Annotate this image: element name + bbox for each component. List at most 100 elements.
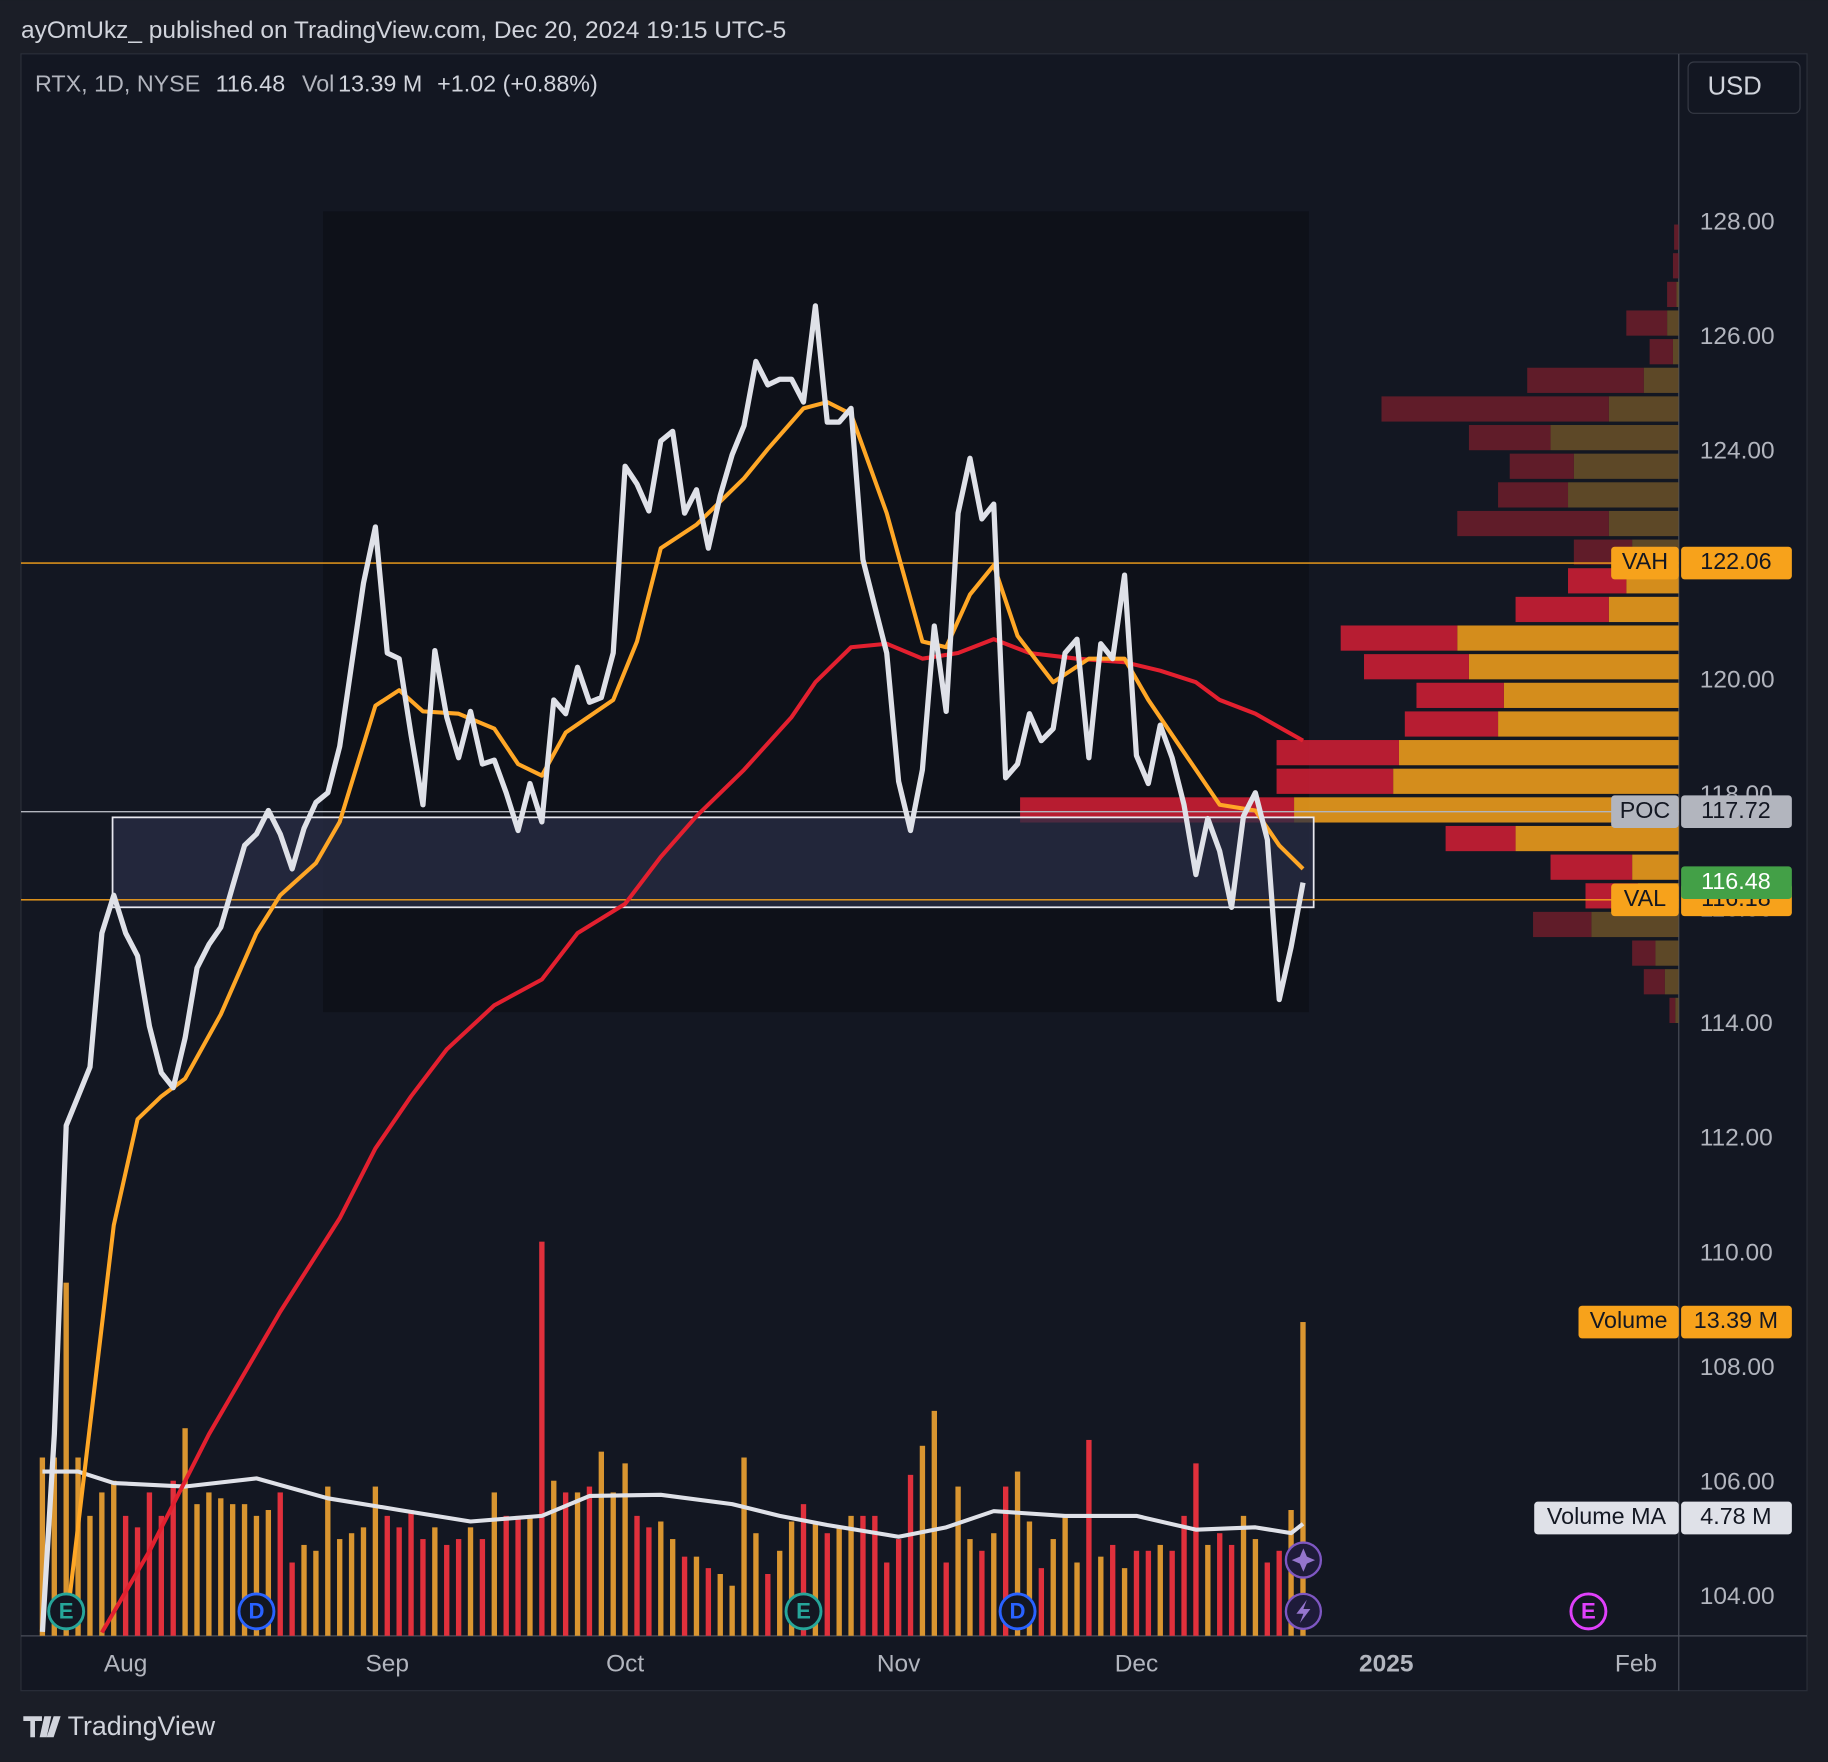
volume-bar	[182, 1428, 188, 1636]
volume-bar	[420, 1539, 426, 1636]
axis-tag-name-bg	[1578, 1305, 1679, 1339]
x-tick-label: Nov	[877, 1650, 921, 1677]
legend-price: 116.48	[216, 70, 286, 96]
event-label: E	[796, 1598, 811, 1623]
volume-bar	[907, 1474, 914, 1636]
volume-bar	[337, 1539, 343, 1636]
volume-bar	[658, 1521, 664, 1636]
x-tick-label: Sep	[365, 1650, 409, 1677]
profile-down	[1276, 768, 1394, 794]
volume-bar	[1169, 1550, 1175, 1636]
currency-button[interactable]	[1687, 61, 1801, 114]
volume-bar	[75, 1457, 81, 1636]
bolt-glyph	[1296, 1599, 1311, 1624]
axis-tag-value-bg	[1681, 1501, 1792, 1535]
event-label: D	[1010, 1598, 1026, 1623]
legend-volume: 13.39 M	[338, 70, 422, 96]
volume-bar	[872, 1515, 878, 1636]
profile-up	[1643, 367, 1679, 393]
axis-tag-name-bg	[1611, 795, 1679, 828]
x-tick-label: Feb	[1615, 1650, 1657, 1677]
volume-bar	[122, 1515, 129, 1636]
brand-name: TradingView	[68, 1711, 216, 1741]
x-tick-label: Dec	[1115, 1650, 1159, 1677]
axis-tag-name: Volume MA	[1547, 1503, 1667, 1529]
volume-bar	[1228, 1544, 1235, 1636]
profile-up	[1632, 854, 1679, 880]
volume-bar	[1205, 1544, 1211, 1636]
volume-bar	[1264, 1562, 1270, 1636]
profile-up	[1503, 682, 1679, 708]
volume-bar	[884, 1562, 890, 1636]
volume-bar	[646, 1527, 652, 1636]
profile-down	[1340, 625, 1458, 651]
volume-bar	[1014, 1471, 1021, 1636]
profile-down	[1672, 253, 1679, 279]
volume-bar	[372, 1486, 379, 1636]
symbol-info: RTX, 1D, NYSE	[35, 70, 200, 96]
volume-bar	[218, 1498, 224, 1636]
volume-bar	[1026, 1521, 1033, 1636]
volume-bar	[1252, 1539, 1259, 1636]
volume-bar	[170, 1480, 176, 1636]
axis-tag-name-bg	[1611, 546, 1679, 580]
profile-down	[1498, 482, 1569, 508]
profile-up	[1676, 281, 1679, 308]
series-line	[39, 303, 1306, 1633]
volume-bar	[729, 1585, 735, 1636]
y-tick-label: 104.00	[1700, 1583, 1775, 1610]
volume-bar	[51, 1457, 57, 1636]
profile-down	[1669, 997, 1676, 1023]
volume-bar	[967, 1539, 973, 1636]
y-tick-label: 126.00	[1700, 323, 1775, 350]
volume-bar	[634, 1515, 640, 1636]
profile-up	[1664, 969, 1679, 995]
axis-tag-value: 116.48	[1701, 868, 1771, 894]
volume-bar	[408, 1510, 414, 1636]
volume-bar	[444, 1544, 450, 1636]
volume-bar	[705, 1568, 712, 1636]
volume-bar	[277, 1492, 283, 1636]
volume-bar	[301, 1544, 307, 1636]
profile-up	[1608, 596, 1679, 623]
profile-up	[1667, 310, 1679, 336]
profile-down	[1643, 969, 1665, 995]
currency[interactable]: USD	[1708, 72, 1762, 100]
volume-bar	[1086, 1439, 1092, 1636]
volume-bar	[836, 1527, 842, 1636]
volume-bar	[979, 1550, 985, 1636]
profile-up	[1398, 740, 1679, 766]
volume-bar	[206, 1492, 212, 1636]
volume-bar	[515, 1515, 521, 1636]
event-label: E	[1581, 1598, 1596, 1623]
volume-bar	[229, 1504, 236, 1636]
volume-bar	[943, 1562, 949, 1636]
volume-bar	[1002, 1486, 1009, 1636]
event-marker	[998, 1592, 1037, 1631]
profile-up	[1468, 654, 1679, 680]
volume-bar	[777, 1550, 783, 1636]
volume-bar	[848, 1515, 854, 1636]
volume-bar	[194, 1504, 200, 1636]
volume-bar	[1050, 1539, 1056, 1636]
profile-up	[1457, 625, 1679, 651]
profile-up	[1655, 940, 1679, 966]
volume-bar	[1133, 1550, 1140, 1636]
volume-bar	[670, 1539, 676, 1636]
volume-bar	[241, 1504, 248, 1636]
axis-tag-value-bg	[1681, 866, 1792, 899]
profile-down	[1364, 654, 1469, 680]
volume-bar	[955, 1486, 961, 1636]
volume-bar	[432, 1527, 438, 1636]
volume-bar	[87, 1515, 93, 1636]
volume-bar	[360, 1527, 367, 1636]
axis-tag-value-bg	[1681, 546, 1792, 580]
y-tick-label: 124.00	[1700, 437, 1775, 464]
volume-bar	[1145, 1550, 1152, 1636]
sparkle-glyph	[1291, 1548, 1316, 1572]
profile-up	[1568, 482, 1679, 508]
volume-bar	[681, 1556, 688, 1636]
volume-bar	[741, 1457, 747, 1636]
profile-down	[1416, 682, 1504, 708]
y-tick-label: 108.00	[1700, 1354, 1775, 1381]
